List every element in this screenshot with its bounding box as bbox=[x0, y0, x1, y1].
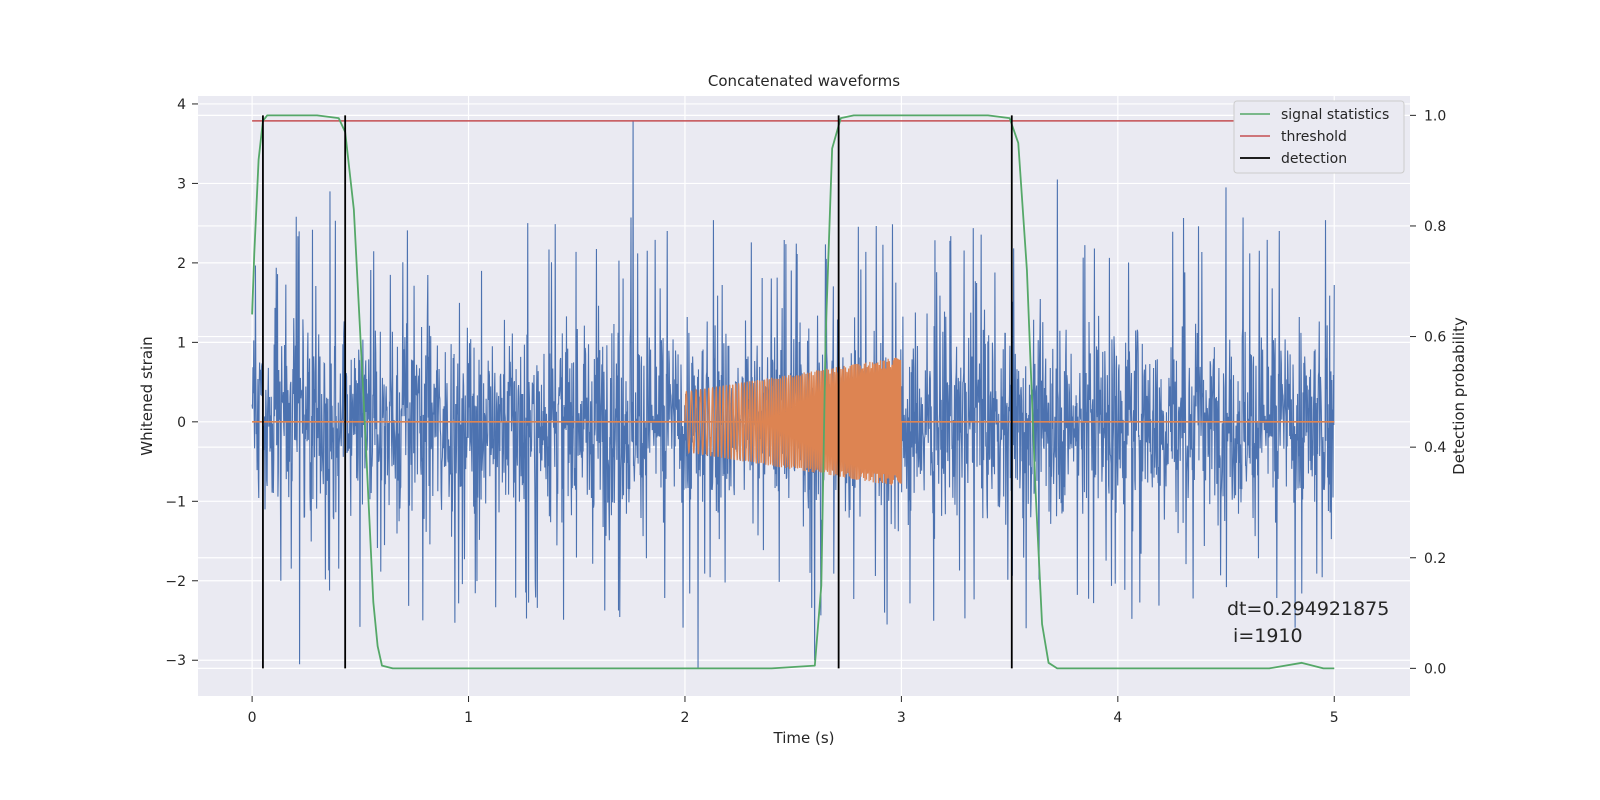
y2-axis-label: Detection probability bbox=[1450, 317, 1468, 475]
axes: 0 1 2 3 4 5 −3 −2 −1 0 1 2 3 4 0.0 0.2 0.4 0.6 0.8 1.0 bbox=[165, 97, 1446, 726]
legend-label-threshold: threshold bbox=[1281, 129, 1347, 145]
x-tick-label: 4 bbox=[1113, 710, 1122, 726]
x-axis-label: Time (s) bbox=[773, 729, 835, 747]
y-tick-label: −1 bbox=[165, 494, 186, 510]
y-axis-label: Whitened strain bbox=[138, 336, 156, 455]
y2-tick-label: 0.8 bbox=[1424, 219, 1446, 235]
y2-tick-label: 0.0 bbox=[1424, 661, 1446, 677]
injection-series bbox=[252, 357, 1335, 486]
y-tick-label: 4 bbox=[177, 97, 186, 113]
y2-tick-label: 0.4 bbox=[1424, 440, 1446, 456]
y-tick-label: 0 bbox=[177, 415, 186, 431]
x-tick-label: 5 bbox=[1330, 710, 1339, 726]
legend-label-detection: detection bbox=[1281, 151, 1347, 167]
signal-statistics-line bbox=[251, 114, 1335, 670]
y2-tick-label: 0.6 bbox=[1424, 330, 1446, 346]
x-tick-label: 0 bbox=[248, 710, 257, 726]
y-tick-label: −3 bbox=[165, 653, 186, 669]
legend: signal statistics threshold detection bbox=[1233, 100, 1405, 174]
detection-series bbox=[262, 115, 1013, 669]
signal-statistics-series bbox=[251, 114, 1335, 670]
legend-label-signal-statistics: signal statistics bbox=[1281, 107, 1389, 123]
y2-tick-label: 0.2 bbox=[1424, 551, 1446, 567]
annotation-i: i=1910 bbox=[1227, 625, 1303, 647]
injection-chirp bbox=[684, 357, 902, 486]
x-tick-label: 1 bbox=[464, 710, 473, 726]
x-tick-label: 2 bbox=[681, 710, 690, 726]
y2-tick-label: 1.0 bbox=[1424, 108, 1446, 124]
chart-title: Concatenated waveforms bbox=[708, 72, 900, 90]
legend-box bbox=[1233, 100, 1405, 174]
y-tick-label: −2 bbox=[165, 574, 186, 590]
y-tick-label: 2 bbox=[177, 256, 186, 272]
x-tick-label: 3 bbox=[897, 710, 906, 726]
y-tick-label: 3 bbox=[177, 176, 186, 192]
y-tick-label: 1 bbox=[177, 335, 186, 351]
annotation-dt: dt=0.294921875 bbox=[1227, 598, 1389, 620]
